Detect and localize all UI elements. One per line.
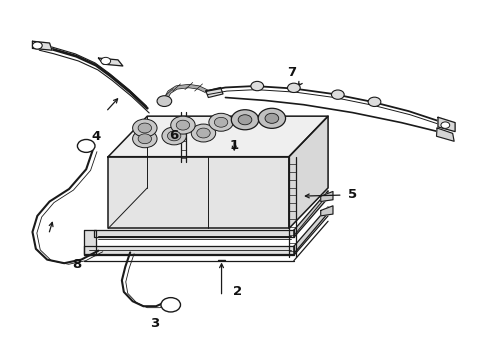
Circle shape: [161, 298, 180, 312]
Circle shape: [77, 139, 95, 152]
Text: 2: 2: [233, 285, 242, 298]
Polygon shape: [437, 128, 454, 141]
Circle shape: [441, 122, 450, 129]
Polygon shape: [321, 192, 333, 202]
Circle shape: [168, 131, 181, 141]
Circle shape: [157, 96, 171, 107]
Circle shape: [238, 115, 252, 125]
Polygon shape: [94, 230, 294, 237]
Circle shape: [176, 120, 190, 130]
Polygon shape: [98, 58, 123, 66]
Polygon shape: [206, 87, 223, 98]
Circle shape: [251, 81, 264, 91]
Polygon shape: [108, 157, 289, 228]
Polygon shape: [84, 246, 294, 253]
Circle shape: [258, 108, 286, 129]
Polygon shape: [321, 206, 333, 216]
Text: 7: 7: [287, 66, 296, 79]
Circle shape: [162, 127, 186, 145]
Polygon shape: [108, 116, 328, 157]
Circle shape: [368, 97, 381, 107]
Circle shape: [138, 123, 151, 133]
Circle shape: [133, 130, 157, 148]
Circle shape: [171, 116, 195, 134]
Text: 3: 3: [150, 317, 159, 330]
Text: 8: 8: [72, 258, 81, 271]
Text: 1: 1: [230, 139, 239, 152]
Circle shape: [231, 110, 259, 130]
Circle shape: [133, 119, 157, 137]
Polygon shape: [294, 191, 328, 237]
Circle shape: [288, 83, 300, 93]
Circle shape: [331, 90, 344, 99]
Circle shape: [101, 57, 111, 64]
Circle shape: [197, 128, 210, 138]
Polygon shape: [84, 230, 96, 255]
Polygon shape: [294, 207, 328, 253]
Text: 5: 5: [348, 188, 357, 201]
Circle shape: [209, 113, 233, 131]
Text: 6: 6: [170, 129, 179, 142]
Polygon shape: [289, 116, 328, 228]
Circle shape: [214, 117, 228, 127]
Polygon shape: [32, 41, 52, 50]
Circle shape: [32, 42, 42, 49]
Circle shape: [265, 113, 279, 123]
Circle shape: [138, 134, 151, 144]
Text: 4: 4: [91, 130, 100, 144]
Polygon shape: [438, 117, 455, 132]
Circle shape: [191, 124, 216, 142]
